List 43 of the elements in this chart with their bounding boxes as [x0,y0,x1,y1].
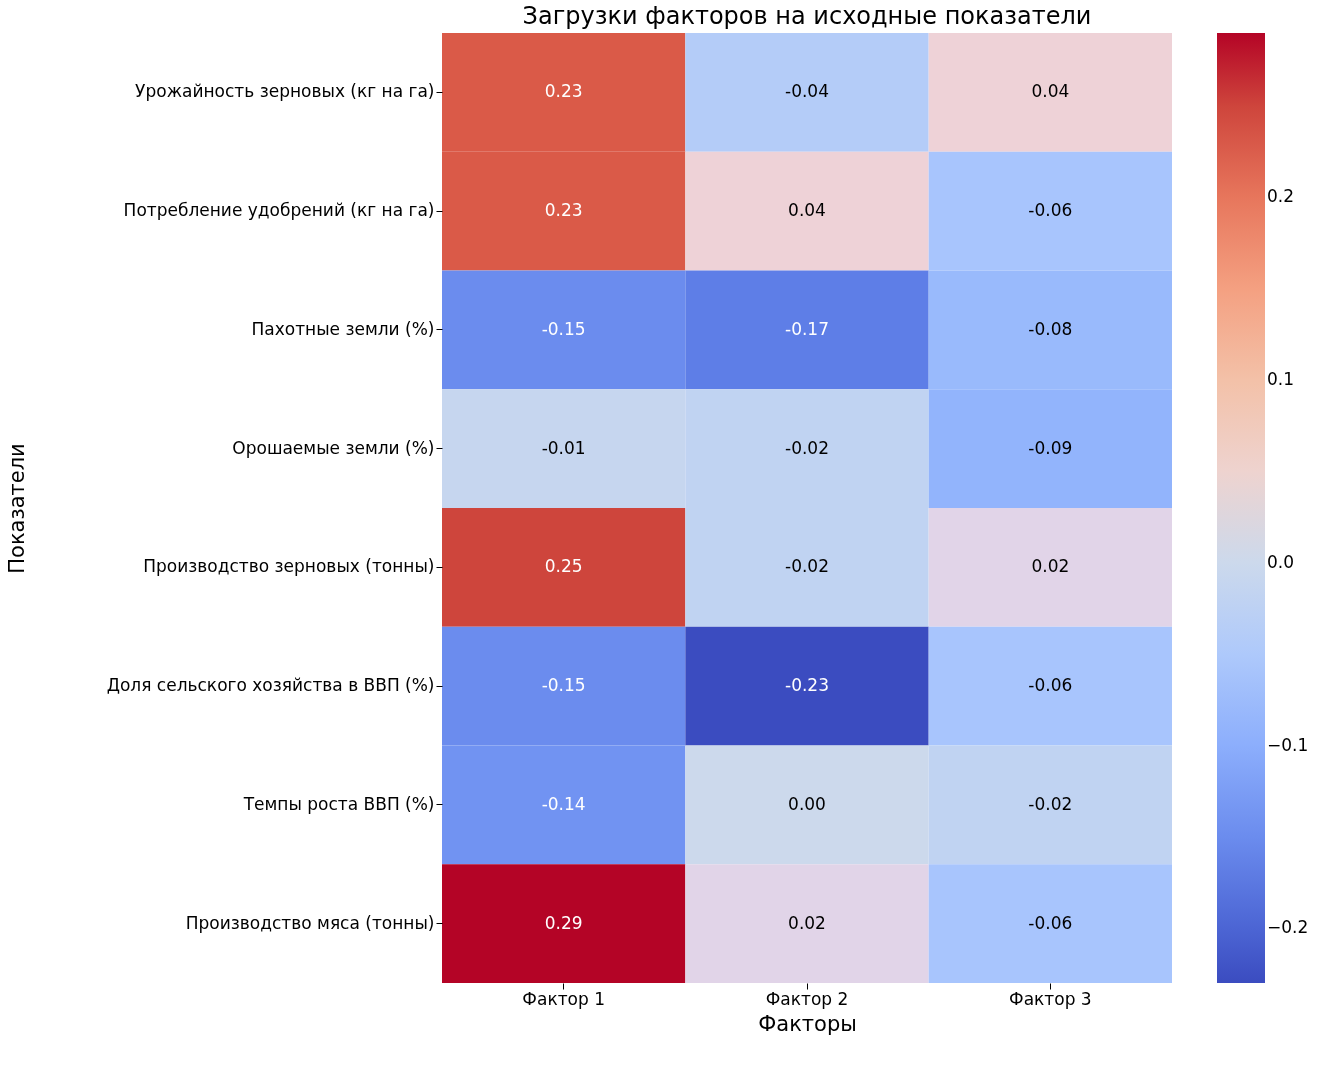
data-label: 0.02 [1031,556,1070,577]
x-tick-label: Фактор 2 [765,988,849,1009]
color-bar-label: 0.2 [1267,186,1295,207]
y-tick-label: Пахотные земли (%) [251,318,435,339]
data-label: -0.04 [785,81,829,102]
data-label: -0.23 [785,675,829,696]
y-tick-label: Орошаемые земли (%) [232,437,435,458]
y-tick-label: Урожайность зерновых (кг на га) [135,81,435,102]
data-label: -0.15 [541,318,586,339]
data-label: -0.15 [541,675,586,696]
color-bar-label: −0.2 [1267,917,1309,938]
x-tick-label: Фактор 3 [1009,988,1092,1009]
x-tick-label: Фактор 1 [522,988,605,1009]
data-label: 0.29 [544,912,583,933]
data-label: -0.14 [541,793,586,814]
data-label: 0.04 [1031,81,1070,102]
y-tick-label: Доля сельского хозяйства в ВВП (%) [106,675,435,696]
data-label: 0.25 [544,556,583,577]
data-label: -0.02 [785,556,829,577]
data-label: -0.17 [785,318,829,339]
y-axis-title: Показатели [4,443,29,574]
data-label: -0.06 [1028,200,1073,221]
data-label: -0.02 [1028,793,1073,814]
color-bar-label: −0.1 [1267,734,1309,755]
data-label: 0.23 [544,81,583,102]
data-label: -0.06 [1028,675,1073,696]
y-tick-label: Производство мяса (тонны) [185,912,435,933]
y-tick-label: Производство зерновых (тонны) [143,556,435,577]
chart-title: Загрузки факторов на исходные показатели [522,2,1092,30]
data-label: 0.02 [788,912,826,933]
data-label: -0.09 [1028,437,1073,458]
data-label: -0.01 [541,437,586,458]
data-label: 0.23 [544,200,583,221]
color-bar-label: 0.1 [1267,369,1295,390]
y-tick-label: Потребление удобрений (кг на га) [123,200,435,221]
color-bar-label: 0.0 [1267,551,1295,572]
data-label: -0.08 [1028,318,1073,339]
data-label: 0.00 [788,793,826,814]
data-label: -0.02 [785,437,829,458]
y-tick-label: Темпы роста ВВП (%) [242,793,435,814]
x-axis-title: Факторы [758,1011,857,1036]
data-label: -0.06 [1028,912,1073,933]
data-label: 0.04 [788,200,826,221]
